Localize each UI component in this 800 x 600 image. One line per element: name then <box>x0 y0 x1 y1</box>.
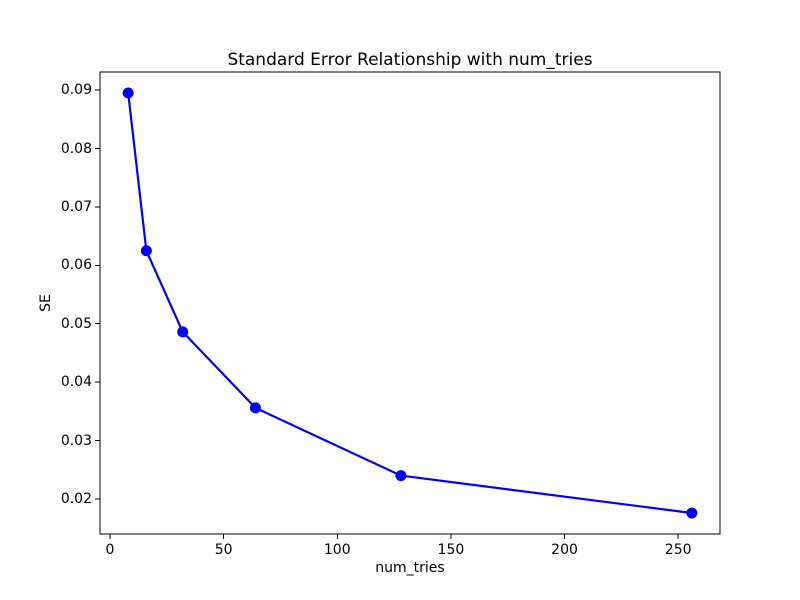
chart-title: Standard Error Relationship with num_tri… <box>227 50 593 70</box>
y-tick-label: 0.03 <box>60 432 92 449</box>
y-tick-label: 0.06 <box>60 257 92 274</box>
data-line <box>127 91 693 515</box>
data-point-marker <box>177 326 189 338</box>
x-tick-label: 200 <box>551 542 578 558</box>
y-tick-label: 0.05 <box>60 315 92 332</box>
y-tick-label: 0.08 <box>60 140 92 157</box>
y-tick-label: 0.07 <box>60 198 92 215</box>
y-tick-label: 0.09 <box>60 82 92 99</box>
data-point-marker <box>140 245 152 257</box>
x-tick-label: 50 <box>214 542 233 558</box>
x-tick-label: 100 <box>323 542 351 558</box>
x-tick-label: 150 <box>437 542 465 558</box>
y-axis-label: SE <box>38 294 54 312</box>
data-point-marker <box>122 87 134 99</box>
x-tick-label: 250 <box>664 542 692 558</box>
y-tick-label: 0.04 <box>60 374 92 391</box>
x-tick-label: 0 <box>105 542 115 558</box>
data-point-marker <box>249 402 261 414</box>
data-point-marker <box>686 507 698 519</box>
data-point-marker <box>395 470 407 482</box>
y-tick-label: 0.02 <box>60 490 92 507</box>
x-axis-label: num_tries <box>375 560 445 576</box>
plot-area <box>99 71 721 535</box>
